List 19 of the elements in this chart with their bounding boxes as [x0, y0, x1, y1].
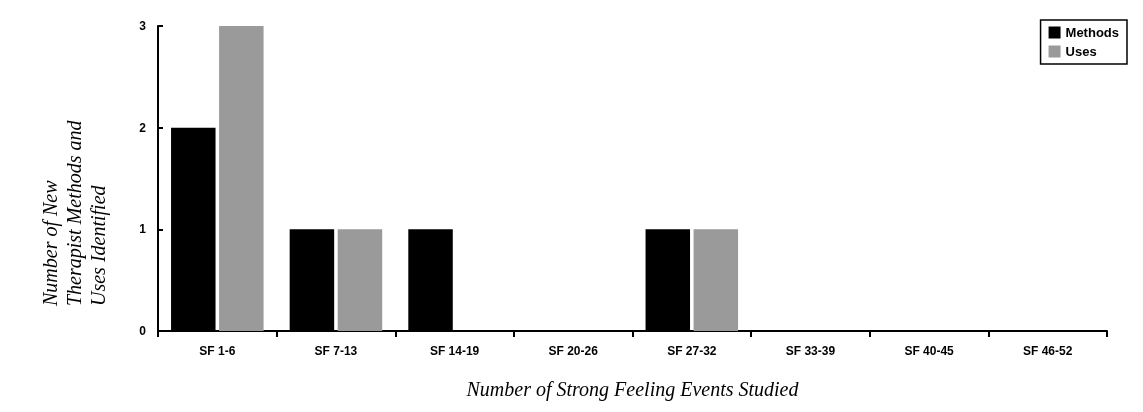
bar: [693, 229, 739, 331]
x-tick-label: SF 1-6: [199, 344, 236, 358]
y-tick-label: 2: [139, 120, 147, 135]
y-tick-label: 0: [139, 324, 147, 338]
legend-label: Methods: [1065, 25, 1120, 40]
x-tick-label: SF 14-19: [429, 344, 480, 358]
x-tick-label: SF 7-13: [314, 344, 358, 358]
bar: [337, 229, 383, 331]
x-tick-label: SF 33-39: [785, 344, 836, 358]
x-tick-label: SF 46-52: [1023, 344, 1073, 358]
legend-label: Uses: [1065, 44, 1097, 59]
y-axis-title: Number of New Therapist Methods and Uses Identified: [39, 115, 110, 307]
x-tick-label: SF 27-32: [667, 344, 717, 358]
y-tick-label: 3: [139, 19, 147, 33]
x-axis-title: Number of Strong Feeling Events Studied: [465, 378, 800, 401]
x-tick-label: SF 20-26: [548, 344, 599, 358]
bar: [219, 26, 264, 331]
x-tick-label: SF 40-45: [904, 344, 955, 358]
y-tick-label: 1: [139, 222, 147, 237]
